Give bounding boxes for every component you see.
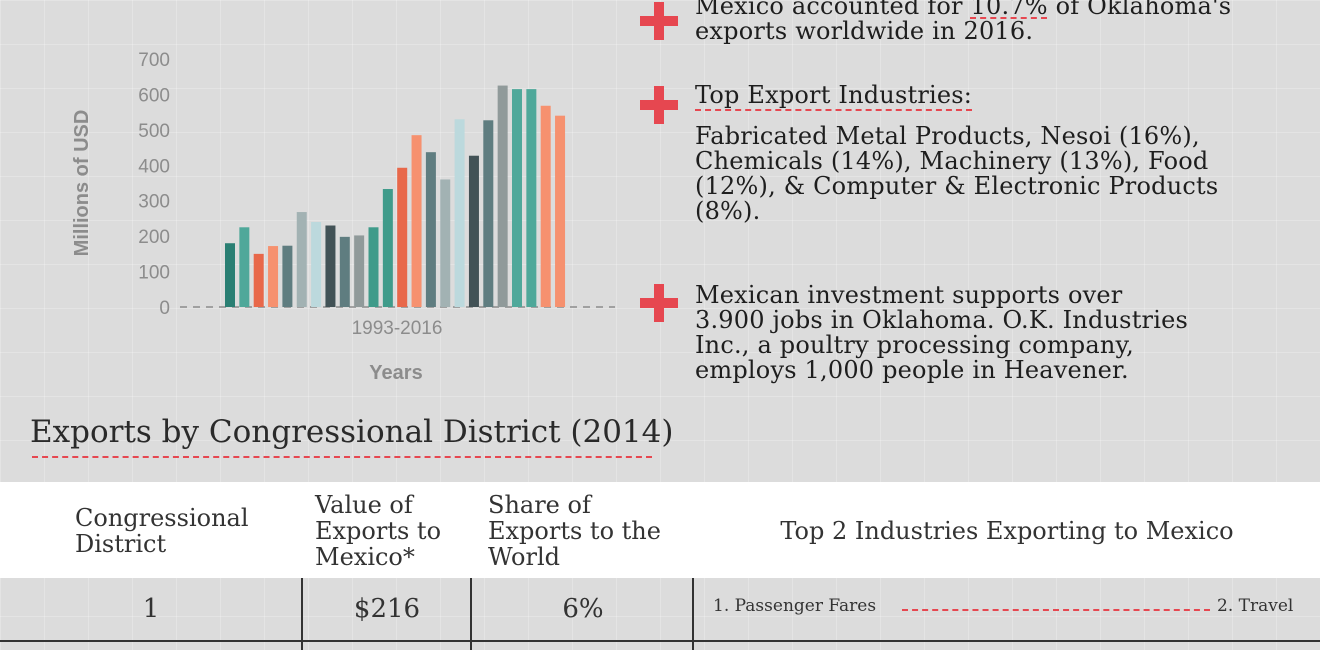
y-axis-label: Millions of USD xyxy=(71,110,93,257)
table-header: Congressional District Value of Exports … xyxy=(0,482,1320,578)
investment-text: Mexican investment supports over 3.900 j… xyxy=(695,283,1188,383)
top-industries-title: Top Export Industries: xyxy=(695,81,973,111)
bar-2000 xyxy=(325,225,336,307)
bar-2009 xyxy=(454,119,465,307)
plus-icon xyxy=(640,86,678,124)
mexico-share-post: of Oklahoma's xyxy=(1047,0,1232,20)
bar-1995 xyxy=(253,253,264,307)
bar-2013 xyxy=(512,89,522,307)
investment-line: Mexican investment supports over xyxy=(695,281,1123,309)
bar-2008 xyxy=(440,179,451,307)
header-share-line: World xyxy=(488,543,560,571)
bar-1996 xyxy=(268,246,279,307)
plus-icon xyxy=(640,2,678,40)
y-tick-label: 700 xyxy=(138,50,170,71)
bar-2007 xyxy=(425,152,436,307)
y-tick-label: 200 xyxy=(138,227,170,248)
header-district: Congressional District xyxy=(75,505,249,557)
header-value-line: Mexico* xyxy=(315,543,415,571)
bar-2012 xyxy=(497,85,508,307)
header-share-line: Exports to the xyxy=(488,517,661,545)
investment-line: 3.900 jobs in Oklahoma. O.K. Industries xyxy=(695,306,1189,334)
cell-industry-1: 1. Passenger Fares xyxy=(713,596,877,616)
x-range-label: 1993-2016 xyxy=(352,318,443,339)
bar-1998 xyxy=(296,212,307,307)
bar-2005 xyxy=(397,167,408,307)
plus-icon xyxy=(640,284,678,322)
table-divider xyxy=(470,578,472,650)
bar-2014 xyxy=(526,89,537,307)
investment-line: employs 1,000 people in Heavener. xyxy=(695,356,1129,384)
y-tick-label: 400 xyxy=(138,156,170,177)
bar-2016 xyxy=(555,115,566,307)
table-divider xyxy=(301,578,303,650)
y-tick-label: 600 xyxy=(138,85,170,106)
mexico-share-line2: exports worldwide in 2016. xyxy=(695,17,1034,45)
mexico-share-pre: Mexico accounted for xyxy=(695,0,971,20)
bar-2006 xyxy=(411,135,422,307)
header-district-line: District xyxy=(75,530,167,558)
cell-share: 6% xyxy=(562,594,604,624)
bar-1997 xyxy=(282,245,293,307)
table-divider xyxy=(692,578,694,650)
x-axis-label: Years xyxy=(369,362,422,384)
bar-1999 xyxy=(311,221,322,307)
mexico-share-value: 10.7% xyxy=(970,0,1048,20)
top-industries-line: (12%), & Computer & Electronic Products xyxy=(695,172,1219,200)
y-tick-label: 0 xyxy=(159,298,170,319)
y-tick-label: 300 xyxy=(138,192,170,213)
header-district-line: Congressional xyxy=(75,504,249,532)
top-industries-title-text: Top Export Industries: xyxy=(695,81,973,111)
exports-bar-chart: 0 100 200 300 400 500 600 700 1993-2016 Years M… xyxy=(71,50,615,384)
top-industries-list: Fabricated Metal Products, Nesoi (16%), … xyxy=(695,124,1218,224)
bar-2015 xyxy=(540,105,551,308)
bar-2011 xyxy=(483,120,494,307)
header-share-line: Share of xyxy=(488,491,591,519)
top-industries-line: (8%). xyxy=(695,197,761,225)
bar-2002 xyxy=(354,235,365,307)
table-row: 1 $216 6% 1. Passenger Fares 2. Travel xyxy=(0,578,1320,642)
investment-line: Inc., a poultry processing company, xyxy=(695,331,1134,359)
y-tick-label: 500 xyxy=(138,121,170,142)
bar-2003 xyxy=(368,227,379,307)
fact-mexico-share-text: Mexico accounted for 10.7% of Oklahoma's… xyxy=(695,0,1231,44)
bar-1993 xyxy=(225,243,235,307)
bar-2010 xyxy=(468,155,479,307)
header-share: Share of Exports to the World xyxy=(488,492,661,570)
header-value: Value of Exports to Mexico* xyxy=(315,492,441,570)
cell-industry-2: 2. Travel xyxy=(1217,596,1294,616)
y-axis: 0 100 200 300 400 500 600 700 xyxy=(138,50,170,319)
cell-value: $216 xyxy=(353,594,421,624)
header-industries: Top 2 Industries Exporting to Mexico xyxy=(780,517,1234,545)
bar-2001 xyxy=(339,236,350,307)
cell-district: 1 xyxy=(142,594,160,624)
industry-connector xyxy=(902,609,1210,611)
top-industries-line: Fabricated Metal Products, Nesoi (16%), xyxy=(695,122,1200,150)
y-tick-label: 100 xyxy=(138,263,170,284)
header-value-line: Value of xyxy=(315,491,413,519)
section-title: Exports by Congressional District (2014) xyxy=(30,414,674,450)
bar-2004 xyxy=(382,189,393,307)
bar-1994 xyxy=(239,227,250,307)
bars xyxy=(225,85,566,308)
section-title-underline xyxy=(32,456,652,458)
header-value-line: Exports to xyxy=(315,517,442,545)
top-industries-line: Chemicals (14%), Machinery (13%), Food xyxy=(695,147,1209,175)
